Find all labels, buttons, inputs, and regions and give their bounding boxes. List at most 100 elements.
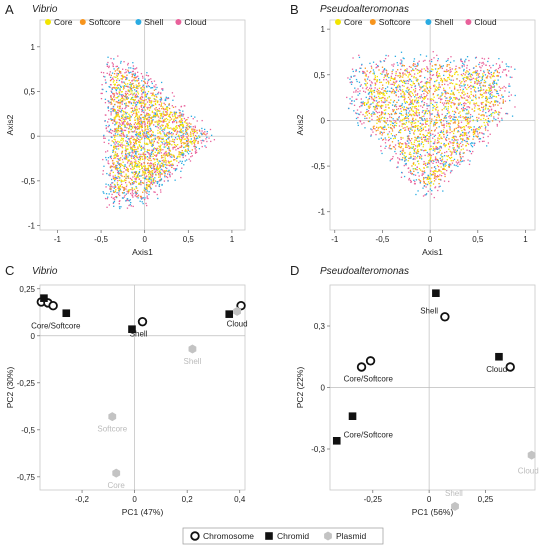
scatter-point (469, 150, 471, 153)
scatter-point (436, 76, 439, 79)
scatter-point (399, 112, 401, 114)
scatter-point (103, 137, 105, 139)
scatter-point (138, 170, 141, 173)
scatter-point (164, 176, 166, 178)
scatter-point (440, 121, 442, 123)
scatter-point (119, 84, 121, 86)
scatter-point (131, 191, 134, 193)
scatter-point (152, 178, 154, 180)
scatter-point (377, 101, 379, 104)
scatter-point (144, 158, 146, 160)
scatter-point (146, 190, 148, 192)
scatter-point (119, 123, 121, 125)
scatter-point (189, 140, 192, 142)
scatter-point (457, 125, 460, 127)
scatter-point (117, 55, 119, 57)
scatter-point (113, 198, 116, 201)
scatter-point (493, 86, 495, 88)
scatter-point (148, 172, 150, 174)
scatter-point (468, 163, 471, 166)
scatter-point (394, 150, 396, 153)
scatter-point (127, 192, 129, 194)
scatter-point (426, 87, 428, 89)
scatter-point (156, 112, 158, 115)
scatter-point (166, 123, 168, 125)
scatter-point (109, 183, 112, 186)
scatter-point (119, 165, 122, 168)
scatter-point (353, 104, 356, 106)
scatter-point (366, 111, 369, 113)
scatter-point (130, 128, 132, 131)
scatter-point (446, 80, 448, 82)
scatter-point (414, 105, 417, 108)
scatter-point (114, 139, 116, 141)
scatter-point (111, 169, 113, 171)
scatter-point (403, 106, 405, 108)
scatter-point (142, 197, 144, 199)
scatter-point (108, 65, 110, 67)
scatter-point (484, 74, 487, 76)
scatter-point (146, 169, 148, 171)
scatter-point (456, 71, 458, 73)
scatter-point (195, 130, 197, 133)
scatter-point (144, 172, 146, 174)
scatter-point (405, 109, 407, 111)
scatter-point (459, 116, 462, 118)
scatter-point (167, 137, 169, 140)
scatter-point (501, 71, 504, 73)
scatter-point (110, 112, 112, 114)
scatter-point (138, 171, 141, 174)
scatter-point (133, 139, 135, 141)
scatter-point (411, 102, 413, 105)
scatter-point (425, 193, 428, 195)
scatter-point (428, 182, 431, 185)
scatter-point (141, 133, 144, 135)
scatter-point (417, 124, 419, 127)
scatter-point (424, 171, 426, 174)
scatter-point (363, 122, 365, 124)
scatter-point (361, 63, 363, 66)
scatter-point (125, 148, 127, 151)
scatter-point (430, 154, 433, 157)
scatter-point (188, 126, 191, 129)
scatter-point (417, 140, 419, 143)
scatter-point (413, 76, 415, 79)
scatter-point (133, 93, 135, 95)
scatter-point (390, 137, 392, 140)
scatter-point (403, 175, 406, 178)
scatter-point (162, 137, 164, 140)
scatter-point (189, 141, 191, 143)
scatter-point (137, 77, 140, 80)
scatter-point (486, 77, 488, 79)
scatter-point (116, 169, 119, 171)
scatter-point (395, 72, 397, 75)
scatter-point (144, 137, 146, 140)
scatter-point (140, 195, 142, 198)
scatter-point (110, 155, 112, 157)
scatter-point (502, 87, 504, 89)
scatter-point (377, 65, 379, 68)
scatter-point (470, 91, 472, 93)
scatter-point (490, 115, 493, 117)
scatter-point (127, 69, 129, 71)
scatter-point (391, 72, 393, 75)
scatter-point (152, 167, 154, 169)
scatter-point (138, 133, 140, 136)
scatter-point (459, 152, 461, 155)
scatter-point (379, 60, 381, 62)
scatter-point (486, 69, 489, 71)
scatter-point (104, 79, 107, 81)
scatter-point (140, 123, 142, 126)
scatter-point (129, 141, 131, 143)
scatter-point (434, 158, 436, 161)
scatter-point (154, 103, 157, 106)
scatter-point (135, 141, 137, 144)
scatter-point (167, 180, 169, 182)
scatter-point (164, 142, 166, 144)
scatter-point (402, 157, 404, 159)
scatter-point (139, 118, 141, 120)
scatter-point (148, 138, 150, 141)
scatter-point (468, 106, 470, 108)
scatter-point (114, 186, 117, 188)
scatter-point (446, 92, 448, 94)
